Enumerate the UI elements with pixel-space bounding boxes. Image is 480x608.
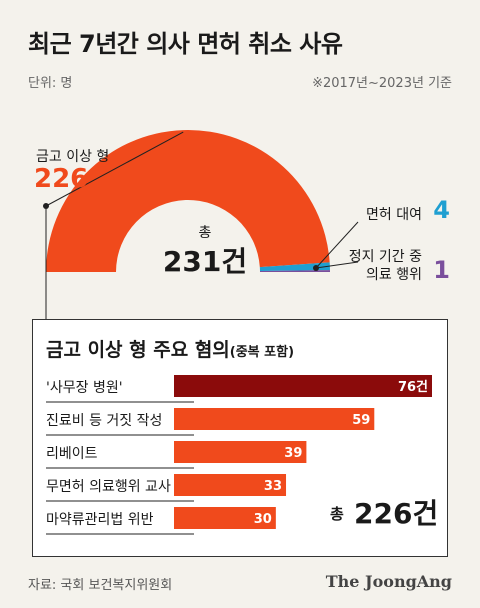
- bar-sum-value: 226건: [354, 497, 439, 530]
- donut-slice-rent: [259, 262, 330, 272]
- bar-category-2: 진료비 등 거짓 작성: [46, 413, 163, 429]
- leader-lines: [43, 131, 359, 319]
- slice-value-rent: 4: [433, 196, 450, 224]
- leader-line-susp: [315, 261, 359, 269]
- charges-panel-title: 금고 이상 형 주요 혐의(중복 포함): [46, 335, 294, 362]
- bar-value-label-4: 33: [264, 479, 282, 494]
- bar-value-label-1: 76건: [398, 379, 428, 395]
- leader-line-rent: [315, 221, 359, 269]
- slice-value-susp: 1: [433, 256, 450, 284]
- leader-line-main: [45, 131, 184, 207]
- bar-category-4: 무면허 의료행위 교사: [46, 479, 171, 495]
- bar-value-label-2: 59: [352, 413, 370, 428]
- slice-value-main: 226: [34, 164, 89, 194]
- bar-category-5: 마약류관리법 위반: [46, 512, 154, 528]
- slice-label-main: 금고 이상 형: [36, 149, 110, 165]
- bar-value-label-5: 30: [254, 512, 272, 527]
- bar-category-3: 리베이트: [46, 446, 98, 462]
- slice-label-rent: 면허 대여: [366, 207, 422, 223]
- bar-1: [174, 375, 432, 397]
- source-note: 자료: 국회 보건복지위원회: [28, 578, 173, 593]
- bar-sum-label: 총: [330, 505, 344, 523]
- donut-slice-main: [46, 130, 330, 272]
- unit-label: 단위: 명: [28, 76, 73, 91]
- slice-label-susp-line1: 정지 기간 중: [348, 249, 422, 265]
- bar-2: [174, 408, 375, 430]
- basis-note: ※2017년~2023년 기준: [312, 76, 452, 91]
- donut-chart: [46, 130, 330, 272]
- charges-panel-title-text: 금고 이상 형 주요 혐의: [46, 339, 230, 361]
- charges-panel-subtitle: (중복 포함): [229, 345, 295, 360]
- bar-value-label-3: 39: [284, 446, 302, 461]
- bar-3: [174, 441, 307, 463]
- bar-category-1: '사무장 병원': [46, 380, 123, 396]
- bar-4: [174, 474, 287, 496]
- donut-slice-susp: [259, 270, 330, 272]
- slice-label-susp-line2: 의료 행위: [366, 267, 422, 283]
- page-title: 최근 7년간 의사 면허 취소 사유: [28, 30, 343, 58]
- bar-5: [174, 507, 276, 529]
- donut-center-total: 231건: [162, 245, 248, 278]
- donut-center-label: 총: [198, 225, 212, 241]
- brand-logo: The JoongAng: [325, 572, 452, 591]
